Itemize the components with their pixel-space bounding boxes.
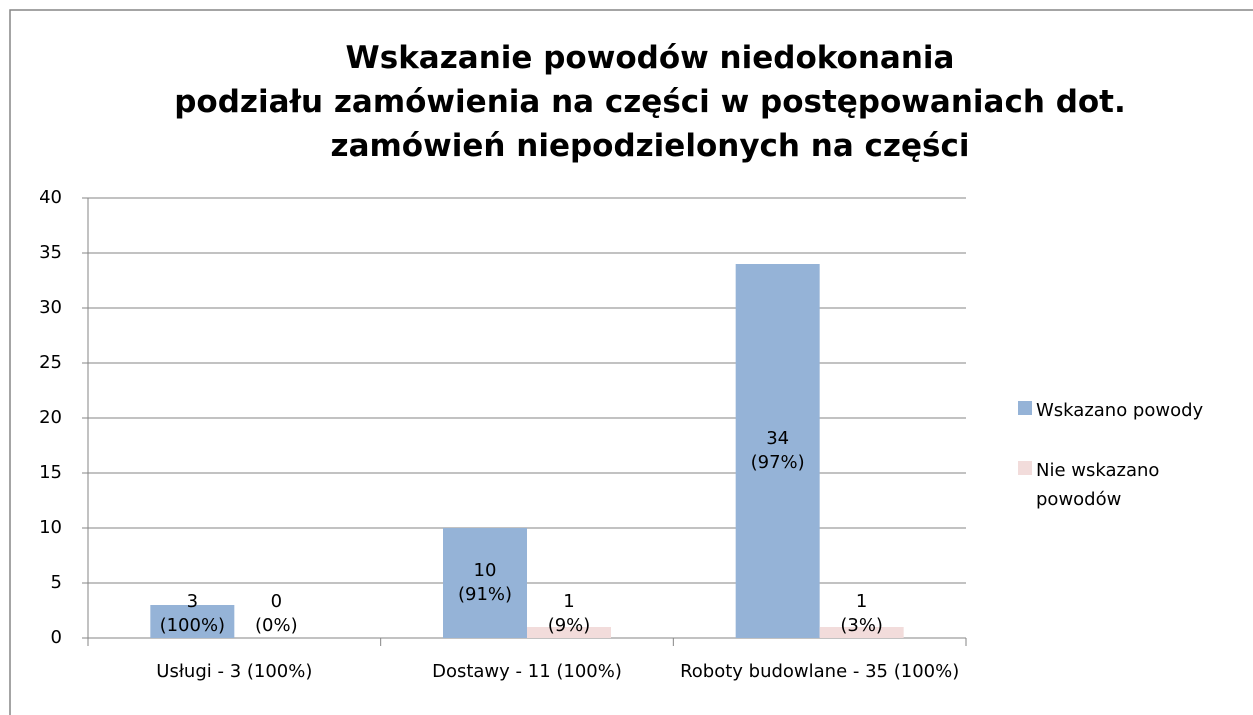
legend-label: Nie wskazano powodów [1036, 460, 1160, 510]
data-label: 10 (91%) [457, 560, 513, 605]
chart-title: Wskazanie powodów niedokonania podziału … [174, 40, 1126, 164]
y-tick-label: 25 [39, 352, 62, 373]
y-tick-label: 5 [51, 572, 62, 593]
data-label: 3 (100%) [159, 591, 226, 636]
chart-border [9, 9, 1253, 715]
legend-swatch [1018, 401, 1032, 415]
legend-swatch [1018, 461, 1032, 475]
data-label: 0 (0%) [255, 591, 298, 636]
y-tick-label: 40 [39, 187, 62, 208]
x-tick-label: Dostawy - 11 (100%) [432, 661, 622, 682]
bar [443, 528, 527, 638]
x-tick-label: Roboty budowlane - 35 (100%) [680, 661, 960, 682]
y-tick-label: 0 [51, 627, 62, 648]
y-tick-label: 30 [39, 297, 62, 318]
data-label: 34 (97%) [750, 428, 805, 473]
y-tick-label: 35 [39, 242, 62, 263]
y-tick-label: 20 [39, 407, 62, 428]
bar [150, 605, 235, 638]
y-tick-label: 15 [39, 462, 62, 483]
x-tick-label: Usługi - 3 (100%) [156, 661, 313, 682]
data-label: 1 (9%) [547, 591, 591, 636]
data-label: 1 (3%) [840, 591, 883, 636]
bar [819, 627, 904, 638]
legend-label: Wskazano powody [1036, 400, 1204, 421]
bar [735, 264, 820, 638]
y-tick-label: 10 [39, 517, 62, 538]
bar [527, 627, 611, 638]
